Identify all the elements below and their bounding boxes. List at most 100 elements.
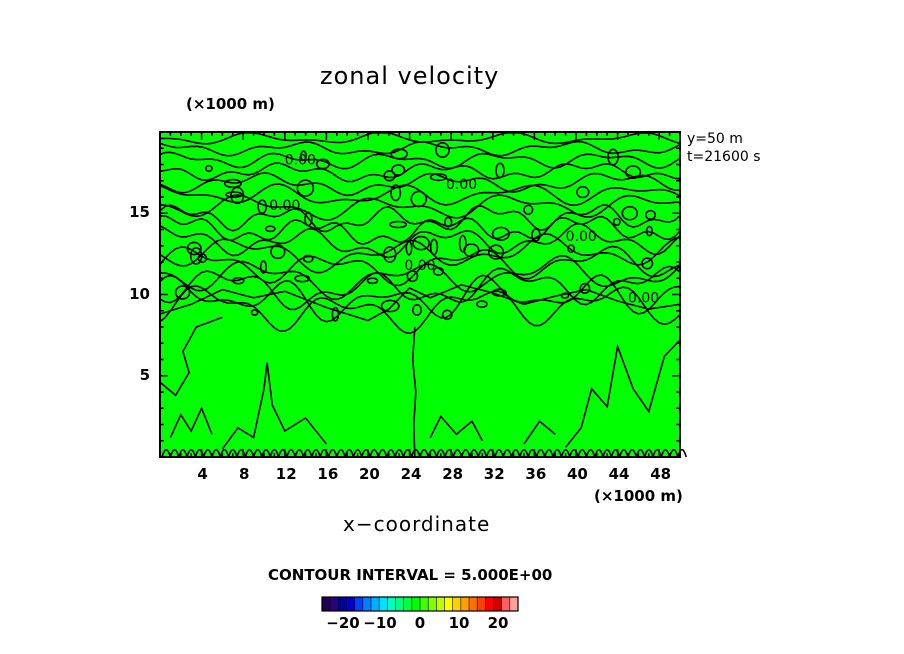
contour-line	[159, 316, 223, 397]
contour-loop	[567, 244, 575, 253]
contour-loop	[259, 260, 268, 274]
contour-line	[221, 362, 328, 450]
contour-loop	[444, 216, 453, 228]
contour-loop	[607, 148, 619, 166]
contour-loop	[429, 173, 448, 182]
colorbar-swatch	[387, 597, 396, 611]
contour-line	[169, 406, 213, 438]
contour-line	[411, 326, 417, 458]
contour-loop	[197, 253, 208, 264]
contour-interval: CONTOUR INTERVAL = 5.000E+00	[268, 566, 553, 584]
colorbar-swatch	[485, 597, 494, 611]
contour-loop	[429, 238, 439, 256]
colorbar-label: 0	[414, 614, 426, 632]
colorbar-swatch	[346, 597, 355, 611]
x-tick-label: 16	[317, 465, 339, 483]
colorbar-swatch	[338, 597, 347, 611]
contour-loop	[645, 225, 654, 237]
contour-loop	[475, 300, 488, 308]
contour-loop	[579, 282, 591, 295]
colorbar-swatch	[362, 597, 372, 611]
contour-loop	[412, 235, 431, 251]
colorbar-swatch	[509, 597, 519, 611]
plot-area-fill	[160, 132, 680, 457]
contour-loop	[612, 217, 621, 227]
contour-loop	[204, 164, 213, 173]
colorbar	[321, 596, 519, 612]
contour-line	[159, 151, 681, 170]
colorbar-label: 20	[487, 614, 509, 632]
contour-line	[159, 283, 681, 322]
info-time: t=21600 s	[687, 149, 761, 165]
contour-lines	[159, 132, 687, 458]
y-tick-label: 10	[129, 284, 150, 303]
contour-loop	[189, 246, 203, 265]
contour-loop	[383, 170, 396, 182]
y-tick-label: 15	[129, 203, 150, 222]
contour-loop	[641, 257, 654, 270]
contour-loop	[487, 244, 505, 260]
colorbar-swatch	[477, 597, 486, 611]
contour-loop	[411, 303, 423, 316]
x-tick-marks	[169, 132, 671, 457]
contour-loop	[366, 277, 379, 285]
info-y-level: y=50 m	[687, 131, 743, 147]
colorbar-label: 10	[448, 614, 470, 632]
x-tick-label: 4	[197, 465, 208, 483]
contour-loop	[380, 299, 400, 313]
contour-line	[159, 172, 681, 197]
contour-loop	[250, 309, 259, 316]
y-axis-unit: (×1000 m)	[186, 95, 275, 113]
colorbar-label: −10	[363, 614, 397, 632]
contour-line	[159, 214, 681, 246]
contour-loop	[390, 184, 402, 202]
contour-value-label: 0.00	[628, 291, 659, 307]
colorbar-swatch	[379, 597, 388, 611]
contour-loop	[405, 240, 413, 256]
colorbar-swatch	[403, 597, 413, 611]
contour-loop	[296, 179, 315, 197]
contour-value-label: 0.00	[269, 198, 300, 214]
contour-line	[159, 245, 681, 287]
contour-loop	[300, 150, 307, 161]
x-axis-label: x−coordinate	[343, 512, 491, 536]
contour-loop	[225, 191, 243, 198]
contour-loop	[644, 209, 656, 220]
contour-loop	[389, 220, 408, 229]
contour-loop	[406, 270, 419, 283]
y-tick-marks	[160, 147, 680, 442]
colorbar-label: −20	[326, 614, 360, 632]
contour-loop	[270, 244, 286, 260]
colorbar-swatch	[420, 597, 429, 611]
contour-line	[429, 414, 484, 442]
contour-loop	[391, 164, 406, 176]
contour-loop	[491, 226, 511, 241]
colorbar-swatch	[428, 597, 437, 611]
contour-line	[159, 285, 681, 335]
colorbar-swatch	[411, 597, 421, 611]
colorbar-swatch	[354, 597, 364, 611]
contour-line	[159, 223, 681, 259]
contour-line	[159, 254, 681, 301]
colorbar-swatch	[452, 597, 462, 611]
contour-loop	[410, 190, 428, 208]
colorbar-swatch	[501, 597, 511, 611]
contour-value-label: 0.00	[566, 229, 597, 245]
contour-loop	[315, 158, 331, 170]
x-tick-label: 8	[238, 465, 250, 483]
x-tick-label: 12	[275, 465, 297, 483]
bottom-edge-contours	[161, 448, 687, 458]
contour-loop	[531, 228, 541, 242]
colorbar-swatch	[395, 597, 404, 611]
contour-loop	[382, 246, 397, 263]
x-tick-label: 48	[650, 465, 672, 483]
contour-loop	[432, 266, 445, 276]
contour-loop	[523, 204, 534, 216]
contour-loop	[458, 234, 467, 253]
x-tick-label: 24	[400, 465, 422, 483]
contour-loop	[294, 274, 311, 283]
contour-labels: 0.00 0.00 0.00 0.00 0.00 0.00	[269, 153, 659, 307]
colorbar-swatch	[460, 597, 470, 611]
x-tick-label: 32	[483, 465, 505, 483]
